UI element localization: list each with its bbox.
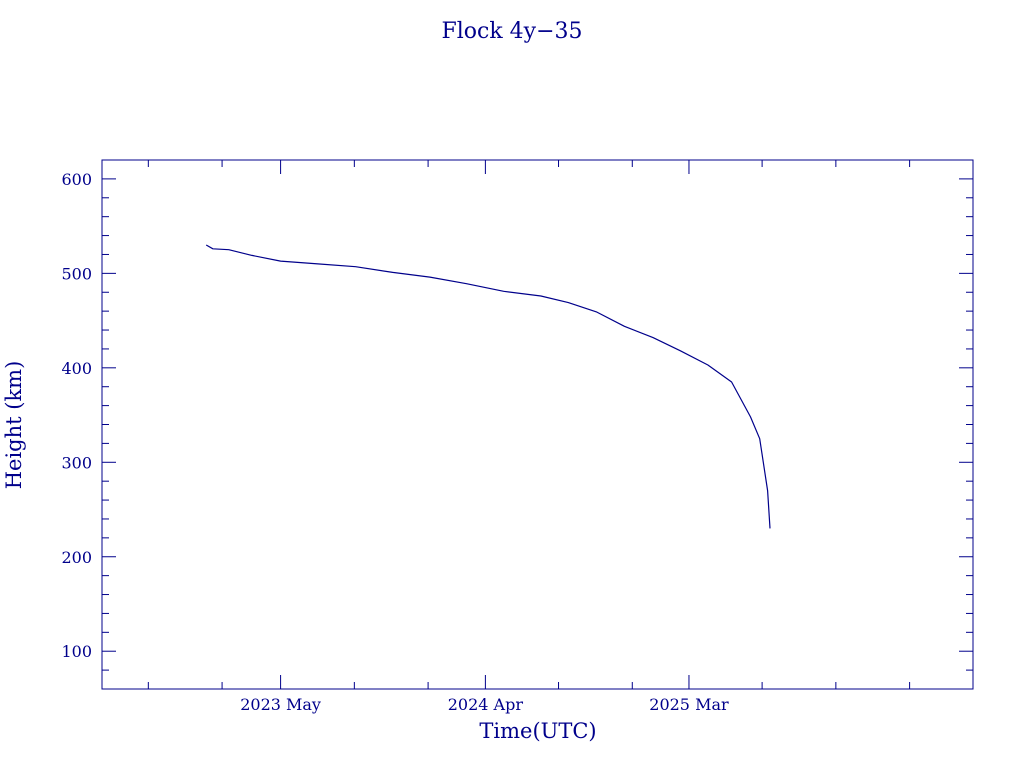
x-axis-title: Time(UTC) (479, 719, 596, 743)
x-tick-labels: 2023 May 2024 Apr 2025 Mar (240, 695, 729, 714)
plot-frame (101, 159, 974, 690)
y-tick-label: 400 (61, 359, 92, 378)
y-axis-title: Height (km) (2, 361, 26, 490)
x-tick-label: 2025 Mar (649, 695, 729, 714)
x-tick-label: 2023 May (240, 695, 321, 714)
series-line (205, 244, 771, 529)
y-tick-labels: 100 200 300 400 500 600 (61, 170, 92, 661)
y-tick-label: 500 (61, 264, 92, 283)
y-tick-label: 100 (61, 642, 92, 661)
y-tick-label: 300 (61, 453, 92, 472)
y-tick-label: 600 (61, 170, 92, 189)
y-tick-label: 200 (61, 548, 92, 567)
axis-ticks (102, 160, 973, 689)
x-tick-label: 2024 Apr (448, 695, 524, 714)
chart-title: Flock 4y−35 (441, 19, 582, 44)
